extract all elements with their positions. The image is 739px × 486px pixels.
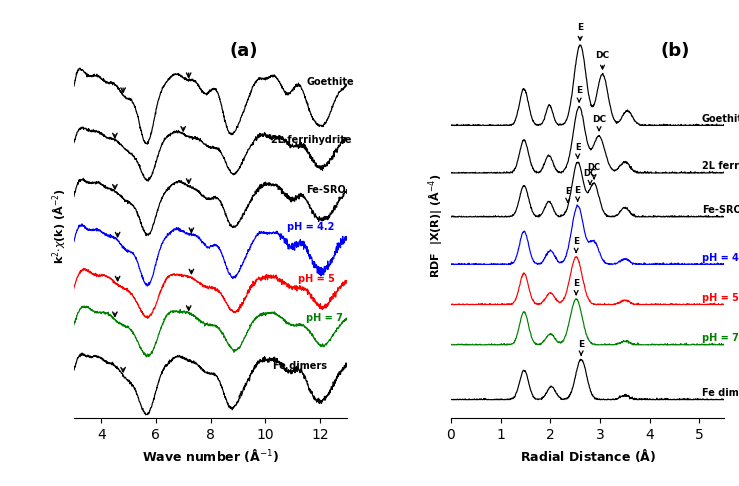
- Text: E: E: [573, 279, 579, 295]
- Text: Goethite: Goethite: [702, 114, 739, 123]
- Text: Fe-SRO: Fe-SRO: [306, 185, 346, 195]
- Text: DC: DC: [592, 115, 606, 131]
- Text: pH = 7: pH = 7: [702, 333, 739, 343]
- Text: DC: DC: [588, 163, 601, 179]
- Text: E: E: [576, 86, 582, 102]
- Text: Goethite: Goethite: [306, 77, 354, 87]
- Text: pH = 4.2: pH = 4.2: [702, 253, 739, 262]
- Text: DC: DC: [584, 169, 596, 184]
- Text: E: E: [565, 187, 571, 202]
- Text: (a): (a): [229, 42, 258, 60]
- Text: pH = 7: pH = 7: [306, 313, 343, 323]
- Text: pH = 5: pH = 5: [702, 293, 739, 303]
- Text: Fe dimers: Fe dimers: [702, 388, 739, 398]
- Text: E: E: [575, 186, 581, 201]
- Text: Fe dimers: Fe dimers: [273, 361, 327, 371]
- X-axis label: Wave number ($\mathdefault{\AA}$$^{-1}$): Wave number ($\mathdefault{\AA}$$^{-1}$): [142, 447, 279, 464]
- Text: 2L ferrihydrite: 2L ferrihydrite: [270, 135, 351, 145]
- Text: E: E: [575, 143, 580, 158]
- Text: pH = 5: pH = 5: [298, 274, 335, 284]
- Text: pH = 4.2: pH = 4.2: [287, 222, 335, 232]
- Text: DC: DC: [596, 52, 610, 69]
- Text: Fe-SRO: Fe-SRO: [702, 205, 739, 215]
- Y-axis label: RDF  |X(R)| ($\mathdefault{\AA}$$^{-4}$): RDF |X(R)| ($\mathdefault{\AA}$$^{-4}$): [427, 174, 446, 278]
- Text: E: E: [578, 340, 585, 355]
- Text: E: E: [573, 237, 579, 252]
- Y-axis label: k$^{2}$$\cdot$$\chi$(k) ($\mathdefault{\AA}$$^{-2}$): k$^{2}$$\cdot$$\chi$(k) ($\mathdefault{\…: [51, 188, 68, 264]
- Text: 2L ferrihydrite: 2L ferrihydrite: [702, 161, 739, 171]
- Text: E: E: [577, 23, 583, 40]
- Text: (b): (b): [661, 42, 689, 60]
- X-axis label: Radial Distance ($\mathdefault{\AA}$): Radial Distance ($\mathdefault{\AA}$): [520, 447, 655, 464]
